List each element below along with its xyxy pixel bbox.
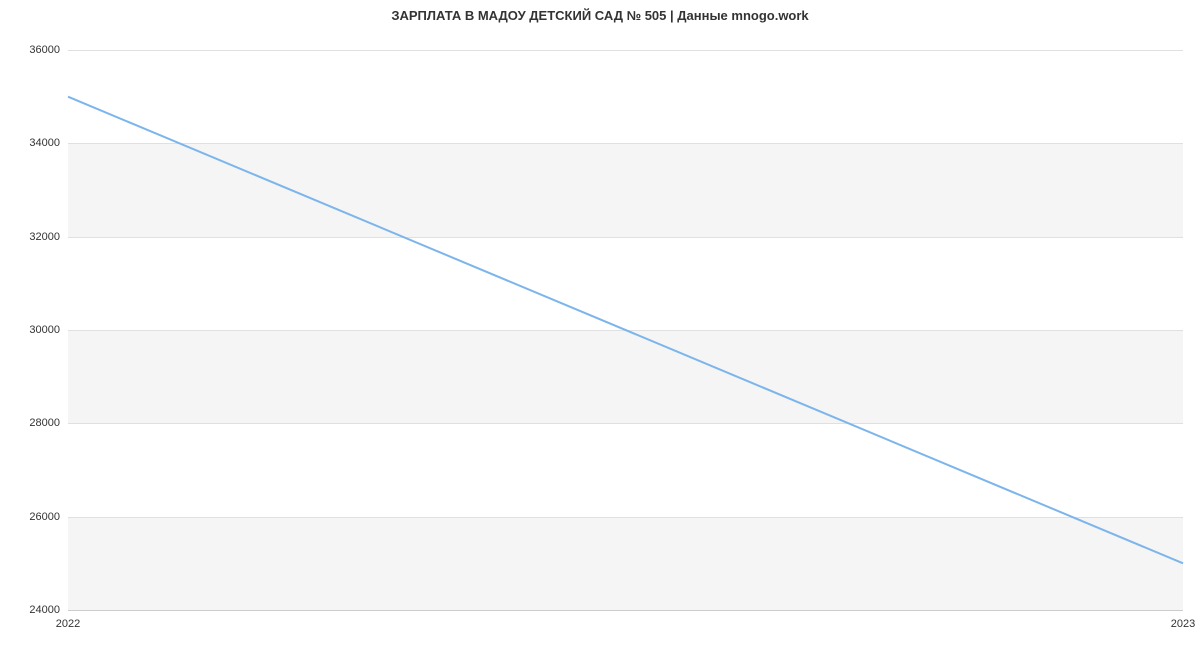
y-tick-label: 30000	[29, 324, 68, 336]
y-tick-label: 32000	[29, 231, 68, 243]
y-tick-label: 26000	[29, 511, 68, 523]
plot-area: 24000260002800030000320003400036000 2022…	[68, 50, 1183, 610]
series-line-salary	[68, 97, 1183, 564]
x-tick-label: 2022	[56, 610, 80, 630]
chart-title: ЗАРПЛАТА В МАДОУ ДЕТСКИЙ САД № 505 | Дан…	[0, 8, 1200, 23]
x-tick-label: 2023	[1171, 610, 1195, 630]
y-tick-label: 36000	[29, 44, 68, 56]
x-axis-line	[68, 610, 1183, 611]
line-layer	[68, 50, 1183, 610]
y-tick-label: 28000	[29, 417, 68, 429]
y-tick-label: 34000	[29, 137, 68, 149]
